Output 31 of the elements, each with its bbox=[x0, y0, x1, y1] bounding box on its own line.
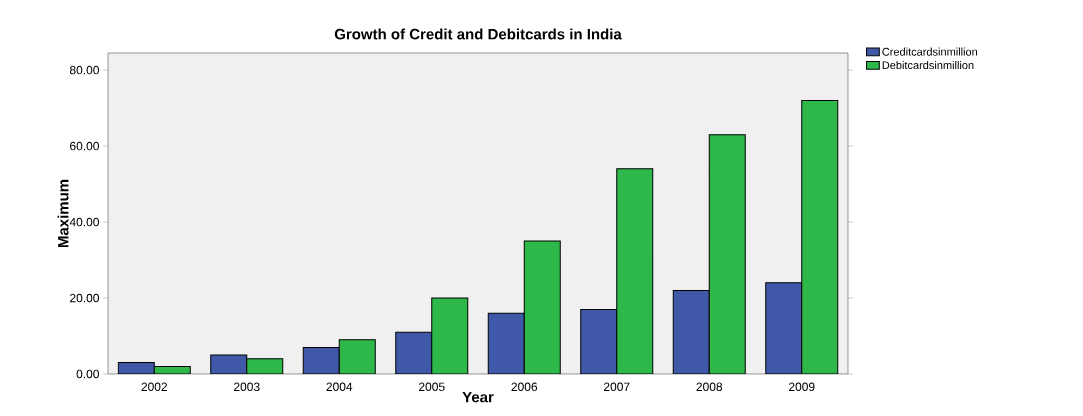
x-tick-label: 2005 bbox=[419, 382, 445, 392]
legend-label: Creditcardsinmillion bbox=[882, 47, 978, 56]
x-axis-title: Year bbox=[462, 391, 494, 403]
bar bbox=[801, 99, 839, 374]
bar bbox=[395, 332, 432, 374]
y-tick-label: 20.00 bbox=[70, 293, 100, 303]
bar bbox=[431, 298, 468, 374]
bar bbox=[339, 339, 376, 374]
x-tick-label: 2006 bbox=[511, 382, 538, 392]
y-axis-title: Maximum bbox=[57, 179, 69, 248]
x-tick-label: 2007 bbox=[604, 382, 630, 392]
bar bbox=[488, 313, 525, 374]
y-tick-label: 0.00 bbox=[76, 369, 100, 379]
legend-label: Debitcardsinmillion bbox=[882, 61, 974, 70]
x-tick-label: 2009 bbox=[789, 382, 815, 392]
y-tick-label: 80.00 bbox=[69, 65, 100, 75]
bar bbox=[616, 168, 653, 374]
bar bbox=[246, 358, 283, 374]
chart-title: Growth of Credit and Debitcards in India bbox=[334, 28, 622, 40]
y-tick-label: 60.00 bbox=[70, 141, 100, 151]
x-tick-label: 2003 bbox=[234, 382, 260, 392]
bar bbox=[580, 309, 617, 374]
bar bbox=[303, 347, 340, 374]
y-tick-label: 40.00 bbox=[69, 217, 100, 227]
bar bbox=[709, 134, 746, 374]
x-tick-label: 2008 bbox=[696, 382, 723, 392]
bar bbox=[673, 290, 710, 374]
x-tick-label: 2004 bbox=[326, 382, 353, 392]
bar bbox=[524, 241, 561, 374]
x-tick-label: 2002 bbox=[141, 382, 167, 392]
bar bbox=[765, 282, 803, 374]
